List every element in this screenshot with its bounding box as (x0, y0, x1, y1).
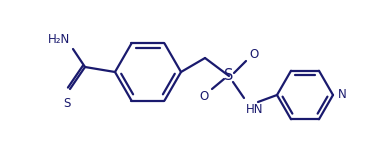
Text: S: S (63, 97, 71, 110)
Text: H₂N: H₂N (48, 33, 70, 46)
Text: O: O (249, 48, 259, 62)
Text: HN: HN (246, 103, 263, 116)
Text: S: S (224, 69, 234, 84)
Text: O: O (199, 90, 209, 104)
Text: N: N (338, 88, 347, 102)
